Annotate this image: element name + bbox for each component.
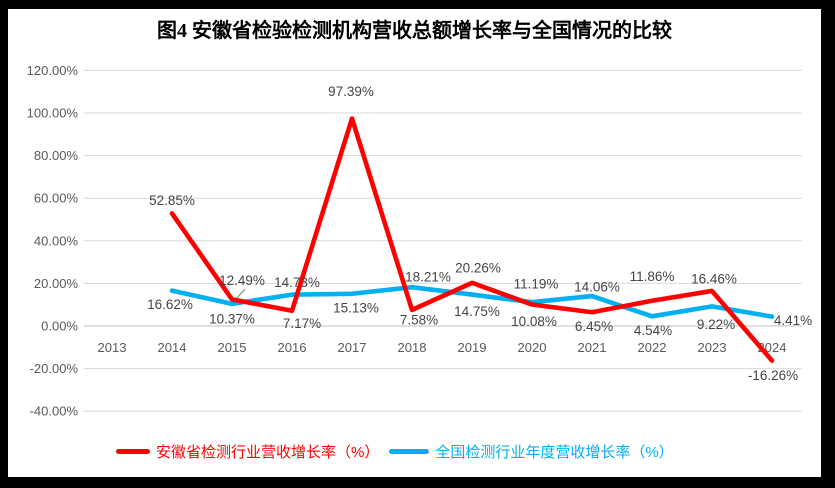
y-axis-tick-label: 100.00% [27, 106, 79, 121]
data-label: 18.21% [405, 270, 451, 285]
series-line [169, 284, 775, 319]
x-axis-tick-label: 2021 [578, 340, 607, 355]
legend-label-anhui: 安徽省检测行业营收增长率（%） [156, 443, 380, 461]
x-axis-tick-label: 2016 [278, 340, 307, 355]
data-label: 7.17% [283, 316, 321, 331]
data-label: 6.45% [575, 319, 613, 334]
x-axis-tick-label: 2015 [218, 340, 247, 355]
data-label: 20.26% [455, 260, 501, 275]
legend-line-swatch-national [389, 448, 430, 454]
data-label: 11.19% [514, 277, 559, 292]
data-label: 10.37% [209, 311, 255, 326]
y-axis-tick-label: -40.00% [30, 404, 79, 419]
legend-item-anhui: 安徽省检测行业营收增长率（%） [116, 441, 379, 462]
chart-title: 图4 安徽省检验检测机构营收总额增长率与全国情况的比较 [157, 20, 672, 42]
legend-label-national: 全国检测行业年度营收增长率（%） [435, 443, 674, 461]
data-label: 4.54% [634, 323, 672, 338]
line-chart-plot: 120.00% 100.00% 80.00% 60.00% 40.00% 20.00% 0.… [27, 63, 812, 419]
chart-canvas: 图4 安徽省检验检测机构营收总额增长率与全国情况的比较 120.00% 100.0… [8, 9, 821, 477]
y-axis-tick-label: 40.00% [34, 233, 79, 248]
y-axis-tick-label: 0.00% [41, 319, 78, 334]
x-axis-tick-label: 2013 [98, 340, 127, 355]
x-axis-tick-label: 2014 [158, 340, 187, 355]
x-axis-tick-label: 2022 [638, 340, 667, 355]
legend-item-national: 全国检测行业年度营收增长率（%） [389, 441, 674, 462]
data-label: 14.06% [574, 280, 620, 295]
data-label: 14.75% [454, 304, 500, 319]
data-label: 4.41% [774, 313, 812, 328]
data-label: 9.22% [697, 317, 735, 332]
data-label: -16.26% [748, 368, 798, 383]
y-axis-tick-label: -20.00% [30, 361, 79, 376]
data-label: 11.86% [630, 269, 675, 284]
data-label: 97.39% [328, 84, 374, 99]
data-label: 16.46% [691, 271, 737, 286]
y-axis-tick-label: 60.00% [34, 191, 79, 206]
data-label: 12.49% [219, 273, 265, 288]
x-axis-tick-label: 2019 [458, 340, 487, 355]
y-axis-tick-label: 120.00% [27, 63, 79, 78]
series-line [169, 116, 775, 363]
data-label: 10.08% [511, 314, 557, 329]
legend-line-swatch-anhui [116, 448, 150, 454]
data-label: 15.13% [333, 300, 379, 315]
data-label: 7.58% [400, 312, 438, 327]
x-axis-tick-label: 2018 [398, 340, 427, 355]
data-label: 16.62% [147, 297, 193, 312]
legend: 安徽省检测行业营收增长率（%） 全国检测行业年度营收增长率（%） [116, 440, 674, 462]
y-axis-tick-label: 80.00% [34, 148, 79, 163]
y-axis-tick-label: 20.00% [34, 276, 79, 291]
data-label: 52.85% [149, 193, 195, 208]
x-axis-tick-label: 2020 [518, 340, 547, 355]
data-label: 14.73% [274, 275, 320, 290]
x-axis-tick-label: 2023 [698, 340, 727, 355]
x-axis-tick-label: 2017 [338, 340, 367, 355]
